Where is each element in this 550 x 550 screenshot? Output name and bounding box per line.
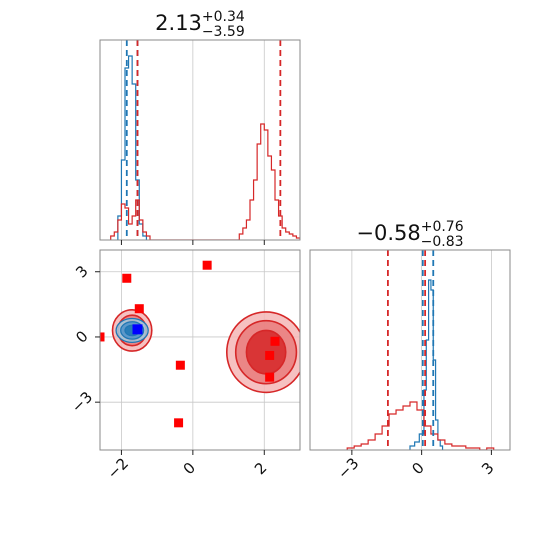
y-tick-label: 3 xyxy=(72,262,91,281)
title-upper-error: +0.76 xyxy=(421,219,464,235)
red-square-marker xyxy=(270,336,280,346)
histogram-title-param2: −0.58+0.76 −0.83 xyxy=(356,219,463,250)
y-tick-label: 0 xyxy=(72,327,91,346)
y-tick-label: −3 xyxy=(68,388,96,416)
x-tick-label: 2 xyxy=(251,459,270,478)
contour-panel: −2 0 2 3 0 −3 xyxy=(68,249,301,483)
axis-frame-contour xyxy=(99,249,301,451)
histogram-step-line xyxy=(110,123,300,240)
red-square-marker xyxy=(265,350,275,360)
axis-frame-top xyxy=(99,39,301,241)
title-upper-error: +0.34 xyxy=(202,9,245,25)
red-square-marker xyxy=(122,273,132,283)
blue-square-marker xyxy=(132,324,143,335)
title-lower-error: −0.83 xyxy=(421,234,464,250)
red-square-marker xyxy=(175,360,185,370)
red-square-marker xyxy=(265,372,275,382)
axis-frame-right xyxy=(309,249,511,451)
histogram-step-line xyxy=(409,279,444,450)
red-square-marker xyxy=(174,418,184,428)
histogram-title-param1: 2.13+0.34 −3.59 xyxy=(155,9,245,40)
title-lower-error: −3.59 xyxy=(202,24,245,40)
red-square-marker xyxy=(202,260,212,270)
x-tick-label: −2 xyxy=(104,454,132,482)
x-tick-label: 0 xyxy=(180,459,199,478)
x-tick-label: 0 xyxy=(408,459,427,478)
title-value: 2.13 xyxy=(155,11,202,35)
histogram-panel-param2: −0.58+0.76 −0.83 −3 0 3 xyxy=(309,219,511,483)
red-square-marker xyxy=(100,332,105,342)
x-tick-label: −3 xyxy=(334,454,362,482)
histogram-step-line xyxy=(346,401,495,450)
x-tick-label: 3 xyxy=(478,459,497,478)
title-value: −0.58 xyxy=(356,221,420,245)
red-square-marker xyxy=(134,304,144,314)
histogram-step-line xyxy=(117,55,148,240)
histogram-panel-param1: 2.13+0.34 −3.59 xyxy=(99,9,301,245)
